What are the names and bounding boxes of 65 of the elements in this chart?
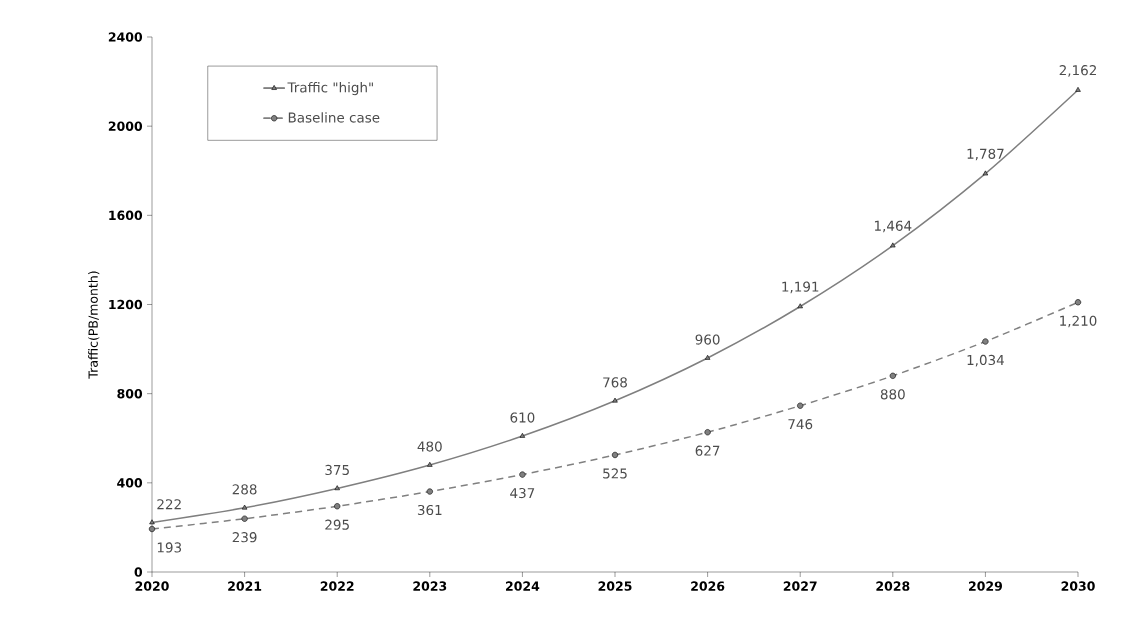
- x-tick-label: 2023: [413, 581, 447, 591]
- point: [982, 338, 989, 345]
- point: [704, 354, 711, 360]
- y-tick-label: 2000: [108, 121, 143, 131]
- data-label: 239: [232, 532, 257, 543]
- point: [612, 397, 618, 403]
- data-label: 2,162: [1059, 65, 1096, 77]
- data-label: 375: [325, 464, 349, 476]
- x-tick-label: 2027: [783, 581, 817, 591]
- point: [426, 488, 433, 495]
- data-label: 1,464: [874, 220, 912, 233]
- point: [797, 303, 803, 309]
- point: [611, 451, 619, 459]
- point: [241, 504, 248, 510]
- x-tick-label: 2021: [228, 581, 262, 591]
- data-label: 960: [695, 334, 720, 345]
- point: [797, 402, 804, 409]
- y-axis-title: Traffic(PB/month): [88, 271, 100, 379]
- data-label: 610: [510, 412, 535, 423]
- data-label: 627: [695, 445, 720, 456]
- x-tick-label: 2030: [1061, 581, 1095, 591]
- data-label: 1,787: [967, 148, 1004, 161]
- point: [982, 170, 989, 176]
- point: [334, 485, 340, 491]
- y-tick-label: 1200: [109, 299, 143, 310]
- x-tick-label: 2026: [691, 581, 725, 591]
- x-tick-label: 2029: [969, 581, 1003, 591]
- data-label: 361: [417, 504, 442, 516]
- y-tick-label: 1600: [109, 210, 143, 221]
- x-tick-label: 2024: [505, 581, 540, 591]
- x-tick-label: 2022: [320, 581, 354, 591]
- data-label: 1,034: [967, 354, 1004, 367]
- data-label: 437: [510, 487, 535, 499]
- data-label: 480: [417, 441, 442, 452]
- data-label: 746: [788, 419, 813, 430]
- x-tick-label: 2020: [135, 581, 169, 591]
- y-tick-label: 2400: [108, 32, 143, 42]
- data-label: 525: [603, 468, 627, 479]
- legend-label: Traffic "high": [287, 82, 373, 96]
- point: [1075, 86, 1081, 92]
- data-label: 1,191: [782, 281, 819, 294]
- y-tick-label: 400: [117, 478, 143, 488]
- x-tick-label: 2028: [876, 581, 910, 591]
- legend-label: Baseline case: [288, 112, 380, 123]
- point: [334, 503, 341, 510]
- point: [148, 525, 156, 533]
- point: [241, 515, 248, 522]
- point: [519, 471, 526, 478]
- y-tick-label: 800: [117, 388, 143, 399]
- data-label: 1,210: [1060, 315, 1097, 328]
- y-tick-label: 0: [134, 567, 143, 577]
- point: [704, 429, 711, 436]
- point: [149, 519, 155, 525]
- data-label: 222: [157, 499, 181, 510]
- data-label: 193: [157, 542, 182, 553]
- point: [519, 432, 526, 438]
- data-label: 880: [880, 389, 905, 400]
- data-label: 768: [603, 377, 627, 388]
- point: [427, 461, 433, 467]
- x-tick-label: 2025: [598, 581, 632, 591]
- point: [890, 242, 896, 248]
- data-label: 295: [325, 519, 349, 530]
- data-label: 288: [232, 484, 257, 495]
- point: [889, 372, 896, 379]
- point: [1074, 299, 1082, 306]
